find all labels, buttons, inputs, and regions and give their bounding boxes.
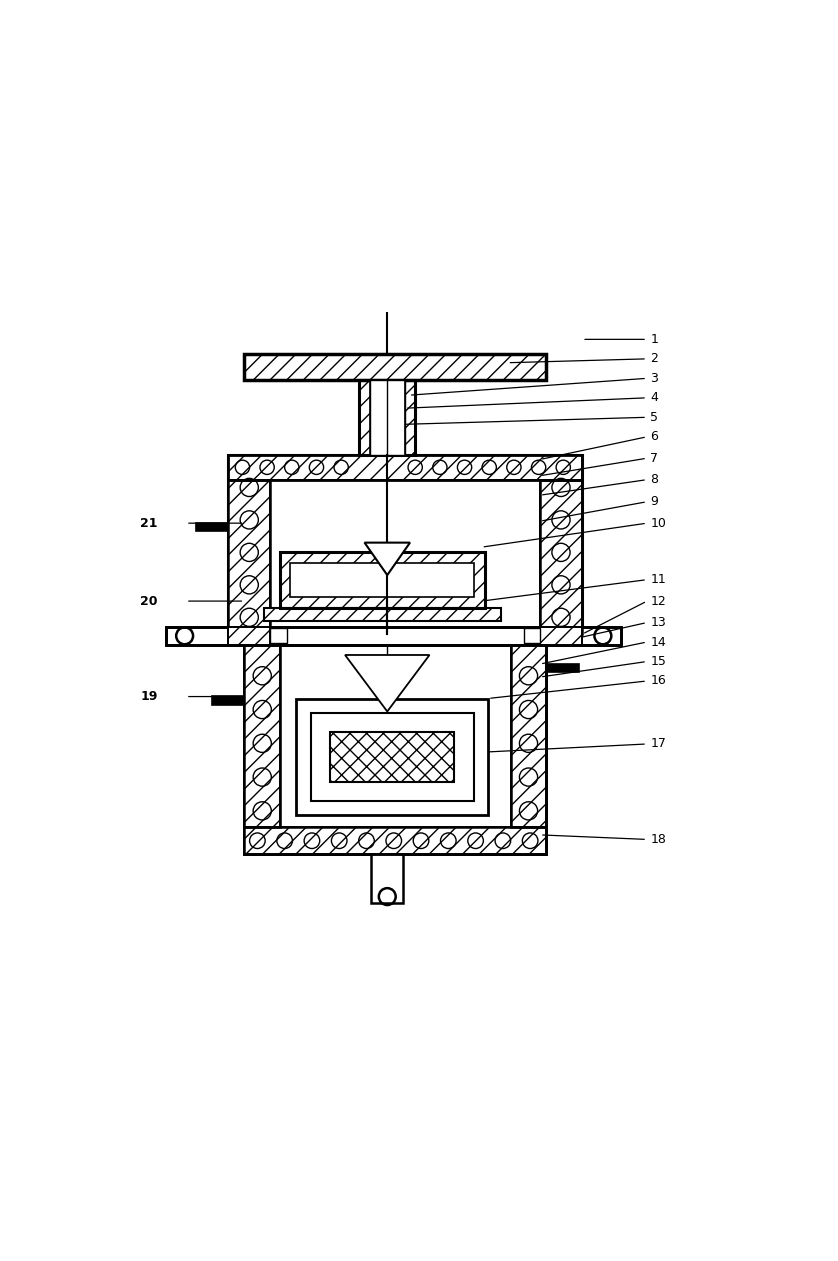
Text: 13: 13	[650, 617, 666, 629]
Bar	[360, 381, 415, 455]
Text: 5: 5	[650, 411, 659, 424]
Text: 20: 20	[141, 595, 158, 608]
Bar	[228, 455, 582, 479]
Text: 21: 21	[141, 517, 158, 530]
Text: 4: 4	[650, 391, 658, 405]
Bar	[297, 699, 488, 816]
Text: 16: 16	[650, 675, 666, 687]
Bar	[291, 562, 474, 598]
Text: 7: 7	[650, 451, 659, 465]
Text: 2: 2	[650, 352, 658, 366]
Bar	[271, 479, 540, 633]
Text: 11: 11	[650, 574, 666, 586]
Bar	[540, 627, 582, 644]
Bar	[510, 644, 546, 827]
Text: 6: 6	[650, 430, 658, 444]
Bar	[245, 644, 546, 855]
Bar	[280, 552, 484, 608]
Bar	[540, 627, 582, 644]
Bar	[371, 855, 404, 903]
Bar	[167, 627, 621, 644]
Bar	[524, 628, 540, 643]
Bar	[228, 627, 271, 644]
Text: 12: 12	[650, 595, 666, 608]
Bar	[245, 644, 280, 827]
Bar	[280, 552, 484, 608]
Bar	[167, 627, 621, 644]
Bar	[212, 696, 245, 705]
Text: 9: 9	[650, 496, 658, 508]
Text: 17: 17	[650, 738, 666, 750]
Text: 19: 19	[141, 690, 158, 704]
Text: 3: 3	[650, 372, 658, 385]
Text: 8: 8	[650, 473, 659, 487]
Bar	[228, 455, 582, 479]
Bar	[510, 644, 546, 827]
Bar	[245, 354, 546, 381]
Bar	[271, 628, 287, 643]
Bar	[311, 712, 473, 801]
Text: 18: 18	[650, 834, 666, 846]
Text: 15: 15	[650, 654, 666, 668]
Bar	[245, 644, 280, 827]
Bar	[228, 455, 582, 633]
Bar	[264, 608, 501, 620]
Bar	[360, 381, 415, 455]
Text: 10: 10	[650, 517, 666, 530]
Bar	[280, 644, 510, 827]
Bar	[245, 644, 546, 855]
Bar	[330, 733, 454, 782]
Bar	[245, 827, 546, 855]
Bar	[540, 479, 582, 633]
Bar	[196, 523, 228, 531]
Bar	[228, 479, 271, 633]
Bar	[245, 827, 546, 855]
Bar	[228, 627, 271, 644]
Bar	[370, 381, 405, 455]
Bar	[245, 354, 546, 381]
Bar	[228, 479, 271, 633]
Polygon shape	[345, 654, 430, 711]
Text: 1: 1	[650, 333, 658, 346]
Bar	[264, 608, 501, 620]
Text: 14: 14	[650, 636, 666, 648]
Bar	[540, 479, 582, 633]
Bar	[330, 733, 454, 782]
Polygon shape	[365, 542, 410, 575]
Bar	[546, 663, 579, 672]
